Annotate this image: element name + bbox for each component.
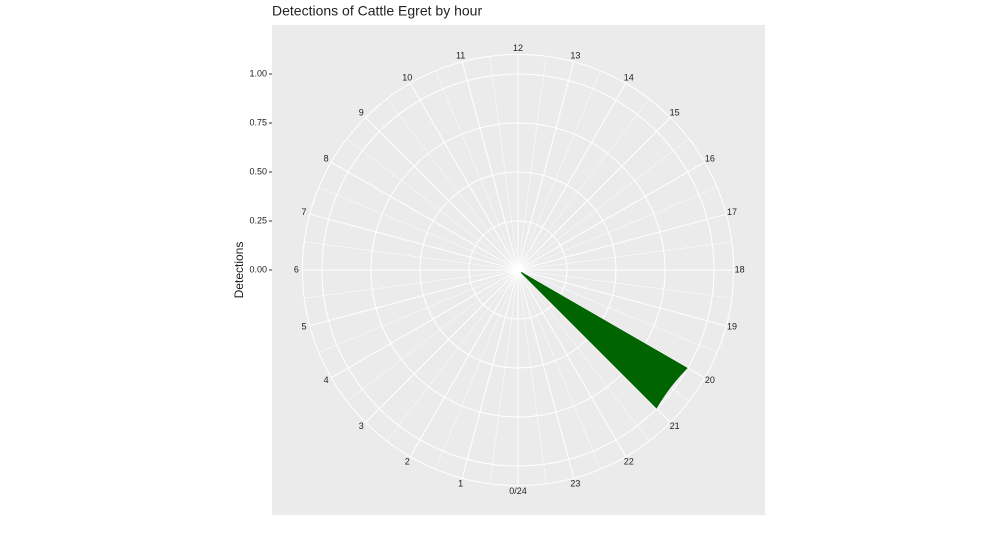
- x-tick-label: 0/24: [509, 486, 527, 496]
- grid-spoke: [309, 213, 519, 271]
- x-tick-label: 6: [294, 264, 299, 274]
- x-tick-label: 23: [570, 478, 580, 488]
- grid-spoke: [517, 83, 627, 271]
- y-tick-label: 0.75: [249, 117, 267, 127]
- x-tick-label: 11: [456, 50, 465, 60]
- center: [514, 266, 522, 274]
- grid-circle: [419, 171, 617, 369]
- grid-spoke: [517, 213, 727, 271]
- grid-spoke: [331, 161, 519, 271]
- y-tick-label: 0.25: [249, 215, 267, 225]
- x-tick-label: 3: [359, 421, 364, 431]
- y-axis-label: Detections: [232, 242, 246, 299]
- bar: [518, 270, 688, 409]
- x-tick-label: 13: [570, 50, 580, 60]
- grid-spoke: [517, 161, 705, 271]
- y-tick-label: 1.00: [249, 68, 267, 78]
- grid-spoke: [517, 98, 650, 271]
- x-tick-label: 22: [624, 456, 634, 466]
- x-tick-label: 14: [624, 72, 634, 82]
- grid-spoke: [409, 269, 519, 457]
- grid-spoke: [386, 269, 519, 442]
- x-tick-label: 1: [458, 478, 463, 488]
- x-tick-label: 20: [705, 375, 715, 385]
- grid-spoke: [517, 269, 718, 353]
- grid-spoke: [489, 56, 519, 271]
- x-tick-label: 19: [727, 322, 737, 332]
- grid-spoke: [517, 269, 705, 379]
- grid-circle: [321, 73, 715, 467]
- grid-spoke: [365, 117, 519, 271]
- grid-spoke: [435, 269, 519, 470]
- chart-title: Detections of Cattle Egret by hour: [272, 3, 482, 19]
- grid-spoke: [517, 269, 727, 327]
- grid-spoke: [409, 83, 519, 271]
- grid-spoke: [346, 138, 519, 271]
- grid-circle-outer: [301, 53, 735, 487]
- grid-spoke: [517, 187, 718, 271]
- grid-spoke: [517, 61, 575, 271]
- grid-spoke: [517, 56, 547, 271]
- x-tick-label: 10: [402, 72, 412, 82]
- grid-spoke: [517, 269, 627, 457]
- grid-spoke: [365, 269, 519, 423]
- grid-spoke: [304, 241, 519, 271]
- grid-spoke: [331, 269, 519, 379]
- grid-spoke: [318, 187, 519, 271]
- grid-spoke: [517, 70, 601, 271]
- grid-spoke: [517, 138, 690, 271]
- x-tick-label: 18: [735, 264, 745, 274]
- grid-spoke: [461, 269, 519, 479]
- x-tick-label: 5: [301, 322, 306, 332]
- x-tick-label: 4: [324, 375, 329, 385]
- y-tick-label: 0.00: [249, 264, 267, 274]
- grid-spoke: [517, 269, 650, 442]
- y-tick-label: 0.50: [249, 166, 267, 176]
- grid-spoke: [517, 269, 575, 479]
- grid-spoke: [346, 269, 519, 402]
- grid-spoke: [435, 70, 519, 271]
- grid-spoke: [304, 269, 519, 299]
- x-tick-label: 7: [301, 207, 306, 217]
- grid-spoke: [489, 269, 519, 484]
- x-tick-label: 21: [670, 421, 680, 431]
- grid-spoke: [517, 269, 601, 470]
- grid-spoke: [309, 269, 519, 327]
- grid-spoke: [386, 98, 519, 271]
- x-tick-label: 9: [359, 108, 364, 118]
- grid-spoke: [461, 61, 519, 271]
- grid-spoke: [517, 241, 732, 271]
- x-tick-label: 15: [670, 108, 680, 118]
- grid-spoke: [517, 117, 671, 271]
- x-tick-label: 8: [324, 154, 329, 164]
- grid-circle: [370, 122, 666, 418]
- grid-spoke: [517, 269, 547, 484]
- x-tick-label: 16: [705, 154, 715, 164]
- x-tick-label: 17: [727, 207, 737, 217]
- grid-spoke: [318, 269, 519, 353]
- grid-spoke: [517, 269, 732, 299]
- x-tick-label: 2: [405, 456, 410, 466]
- x-tick-label: 12: [513, 43, 523, 53]
- grid-circle: [468, 220, 568, 320]
